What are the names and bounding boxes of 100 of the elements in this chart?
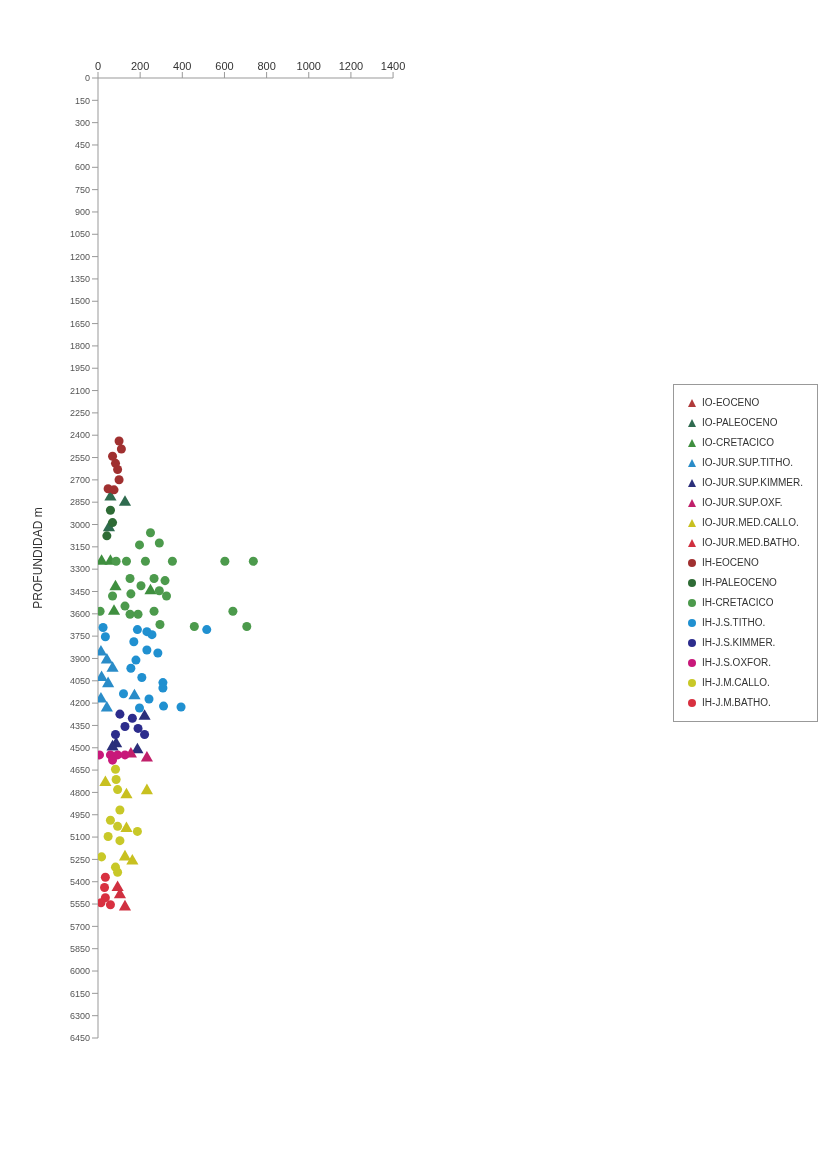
x-tick-label: 800 bbox=[257, 60, 276, 72]
x-tick-label: 400 bbox=[173, 60, 192, 72]
point bbox=[189, 621, 199, 631]
y-tick-label: 1800 bbox=[69, 341, 90, 352]
y-tick-label: 600 bbox=[74, 162, 90, 173]
point bbox=[128, 688, 141, 700]
y-tick-label: 6150 bbox=[69, 988, 90, 999]
point bbox=[155, 620, 165, 630]
x-tick-label: 0 bbox=[94, 60, 102, 72]
y-tick-label: 4650 bbox=[69, 765, 90, 776]
y-tick-label: 3900 bbox=[69, 653, 90, 664]
point bbox=[147, 630, 157, 640]
point bbox=[120, 821, 133, 832]
legend-label: IH-J.M.BATHO. bbox=[702, 696, 771, 710]
point bbox=[106, 739, 119, 751]
y-tick-label: 5850 bbox=[69, 943, 90, 954]
point bbox=[145, 528, 155, 538]
point bbox=[126, 589, 136, 599]
point bbox=[111, 556, 121, 566]
point bbox=[161, 591, 172, 601]
y-tick-label: 1500 bbox=[69, 296, 90, 307]
y-tick-label: 2700 bbox=[69, 475, 90, 486]
y-tick-label: 3000 bbox=[69, 519, 90, 530]
legend-label: IH-J.S.KIMMER. bbox=[702, 636, 776, 650]
legend-label: IO-JUR.SUP.OXF. bbox=[702, 496, 783, 510]
point bbox=[132, 826, 142, 836]
point bbox=[120, 787, 133, 799]
point bbox=[228, 606, 238, 616]
legend-label: IO-CRETACICO bbox=[702, 436, 775, 450]
point bbox=[103, 831, 113, 841]
point bbox=[142, 645, 152, 655]
point bbox=[102, 531, 112, 541]
point bbox=[126, 663, 136, 673]
y-tick-label: 1650 bbox=[69, 318, 90, 329]
point bbox=[108, 451, 118, 461]
y-tick-label: 1350 bbox=[69, 274, 90, 285]
y-tick-label: 6450 bbox=[69, 1033, 90, 1044]
y-tick-label: 3450 bbox=[69, 586, 90, 597]
point bbox=[248, 556, 258, 566]
point bbox=[98, 852, 107, 862]
point bbox=[120, 721, 130, 731]
point bbox=[242, 621, 252, 631]
point bbox=[154, 586, 164, 596]
point bbox=[144, 583, 157, 595]
point bbox=[113, 821, 123, 831]
point bbox=[131, 655, 141, 665]
point bbox=[106, 661, 119, 672]
point bbox=[135, 540, 145, 550]
legend-label: IO-JUR.MED.CALLO. bbox=[702, 516, 799, 530]
point bbox=[133, 609, 143, 619]
y-tick-label: 6300 bbox=[69, 1010, 90, 1021]
y-tick-label: 4200 bbox=[69, 698, 90, 709]
y-tick-label: 4050 bbox=[69, 675, 90, 686]
point bbox=[108, 518, 118, 528]
y-tick-label: 3750 bbox=[69, 631, 90, 642]
x-tick-label: 200 bbox=[130, 60, 150, 72]
point bbox=[159, 701, 169, 711]
point bbox=[120, 750, 130, 760]
point bbox=[114, 475, 124, 485]
point bbox=[220, 556, 230, 566]
point bbox=[100, 872, 110, 882]
y-tick-label: 300 bbox=[74, 117, 90, 128]
y-axis-title: PROFUNDIDAD m bbox=[31, 507, 46, 609]
y-tick-label: 1950 bbox=[69, 363, 90, 374]
point bbox=[105, 815, 115, 825]
point bbox=[98, 623, 108, 633]
y-tick-label: 5400 bbox=[69, 876, 90, 887]
legend-label: IO-PALEOCENO bbox=[702, 416, 778, 430]
point bbox=[110, 764, 121, 774]
point bbox=[113, 464, 123, 474]
y-tick-label: 3300 bbox=[69, 564, 90, 575]
point bbox=[160, 576, 170, 586]
point bbox=[118, 689, 129, 699]
legend-label: IO-JUR.SUP.TITHO. bbox=[702, 456, 793, 470]
point bbox=[144, 694, 154, 704]
point bbox=[149, 606, 159, 616]
point bbox=[115, 709, 125, 719]
point bbox=[109, 485, 119, 495]
y-tick-label: 2100 bbox=[69, 385, 90, 396]
y-tick-label: 0 bbox=[84, 73, 90, 84]
y-tick-label: 2850 bbox=[69, 497, 90, 508]
point bbox=[113, 867, 123, 877]
point bbox=[202, 625, 212, 635]
y-tick-label: 4350 bbox=[69, 720, 90, 731]
point bbox=[126, 854, 139, 865]
legend-label: IH-J.S.OXFOR. bbox=[702, 656, 771, 670]
y-tick-label: 5100 bbox=[69, 832, 90, 843]
point bbox=[149, 574, 159, 584]
point bbox=[99, 775, 112, 786]
point bbox=[138, 709, 151, 720]
point bbox=[100, 883, 110, 893]
legend-label: IH-PALEOCENO bbox=[702, 576, 777, 590]
y-tick-label: 2250 bbox=[69, 408, 90, 419]
point bbox=[105, 900, 115, 910]
legend-label: IH-J.S.TITHO. bbox=[702, 616, 766, 630]
y-tick-label: 6000 bbox=[69, 966, 90, 977]
point bbox=[105, 505, 115, 515]
y-tick-label: 2550 bbox=[69, 452, 90, 463]
point bbox=[115, 836, 125, 846]
point bbox=[140, 751, 153, 762]
